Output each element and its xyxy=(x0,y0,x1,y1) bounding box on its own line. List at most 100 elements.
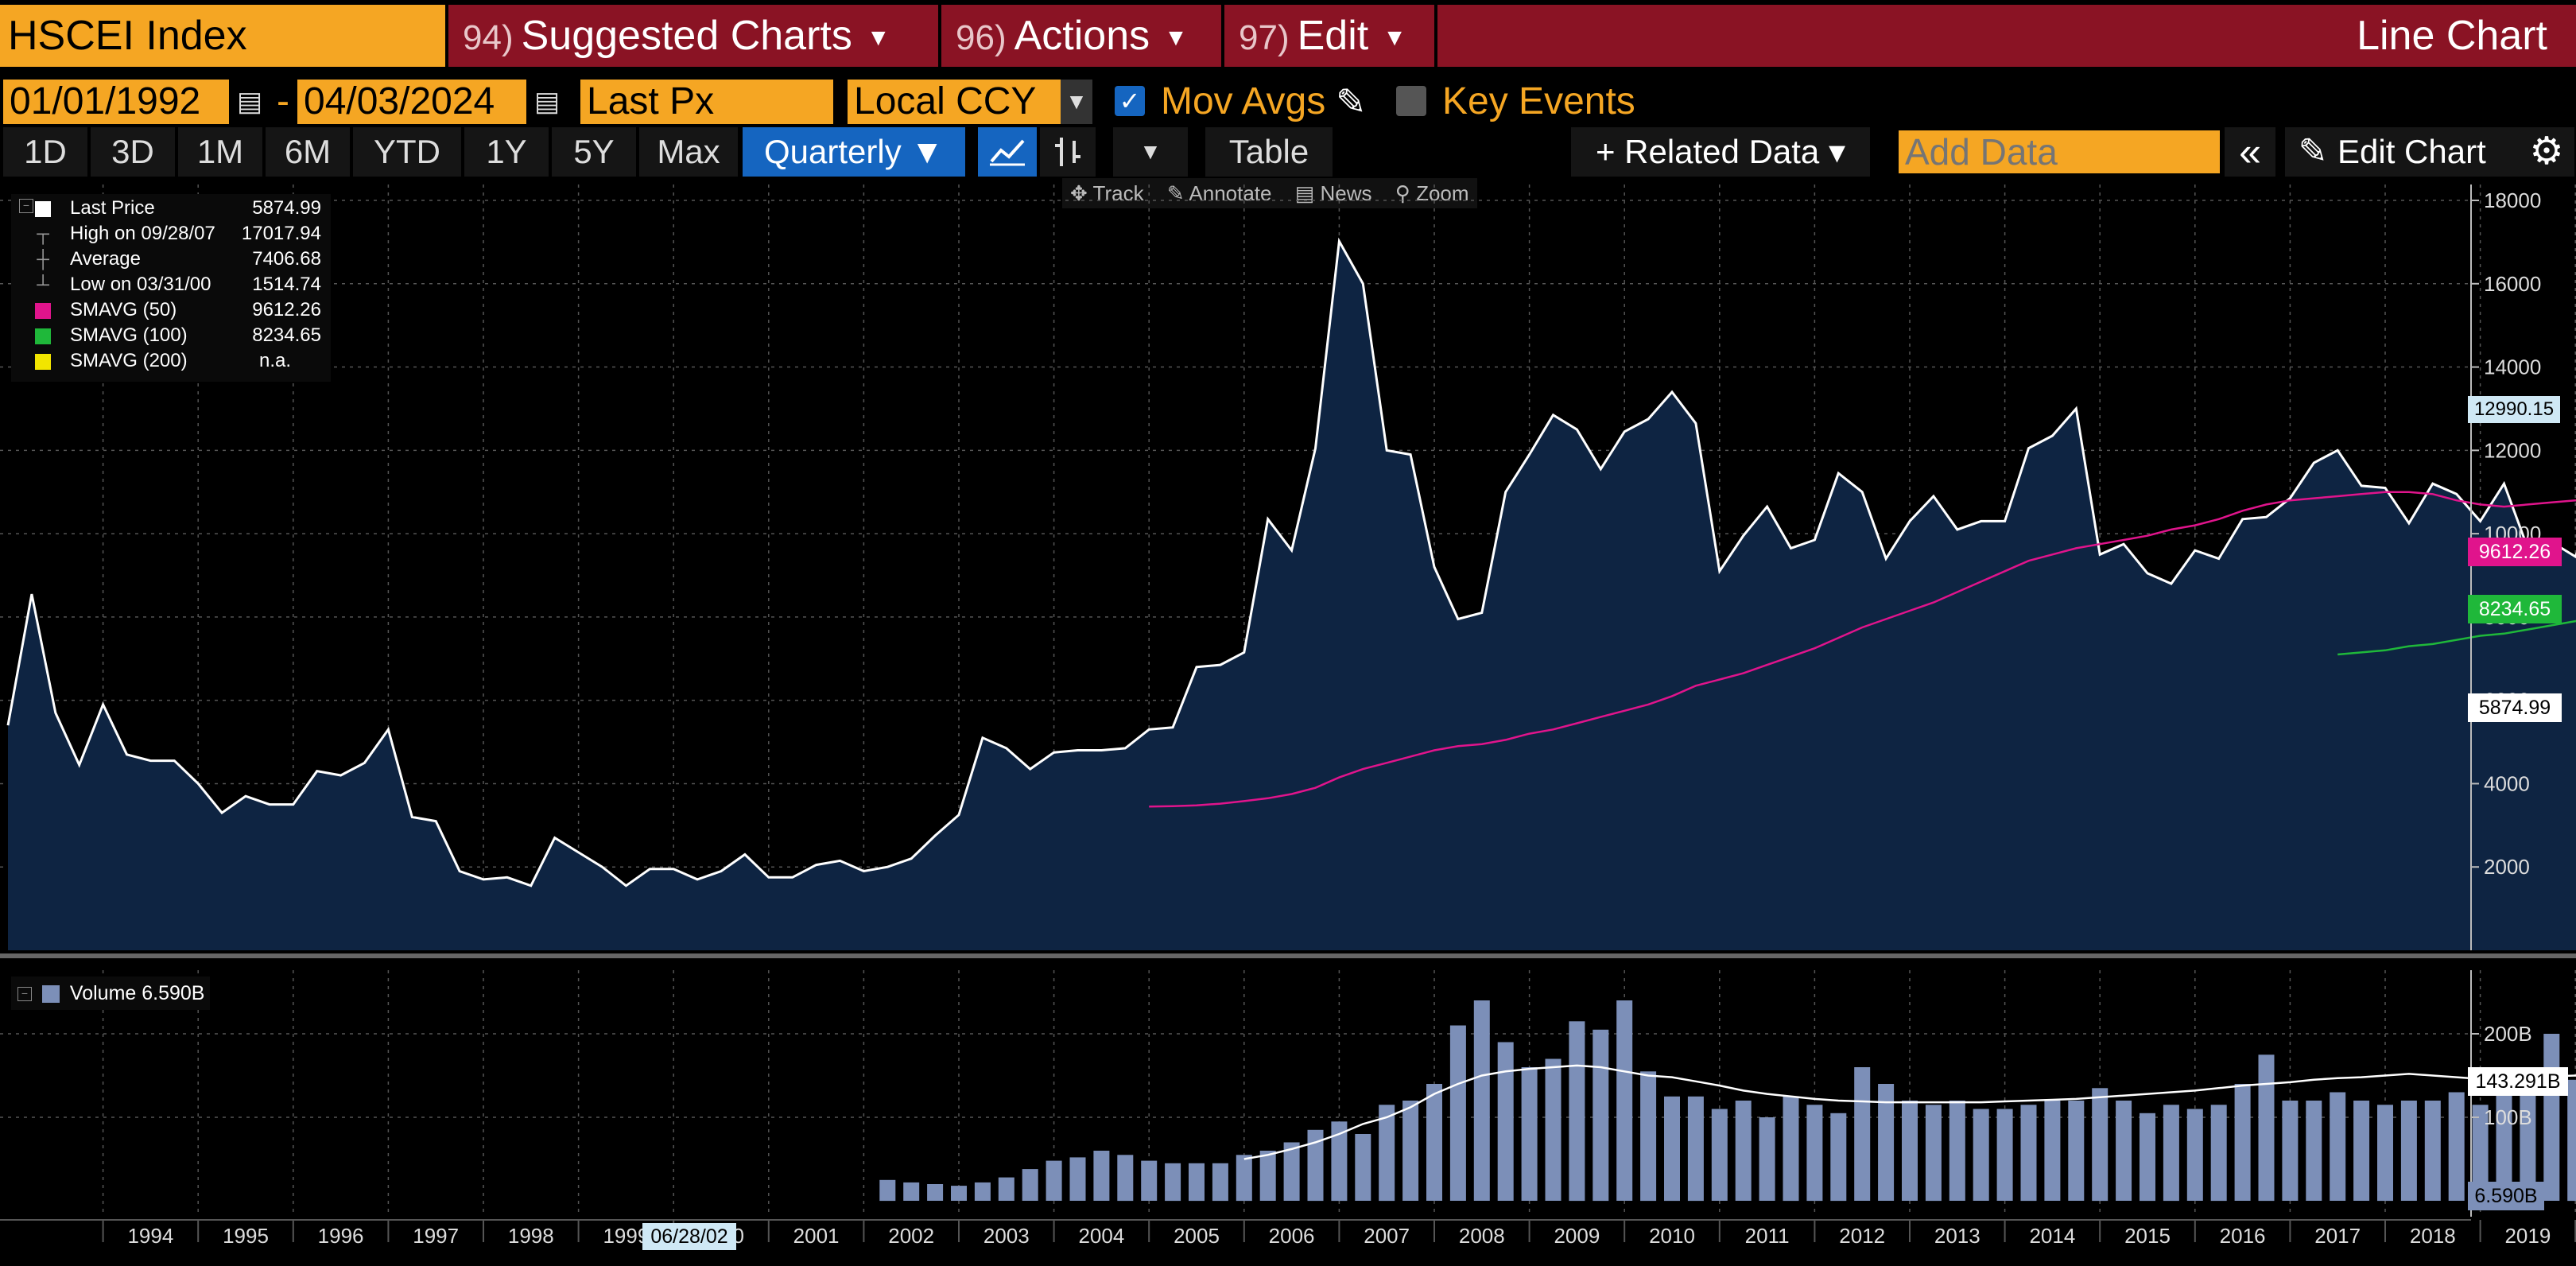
volume-bar xyxy=(2044,1101,2061,1201)
chevron-down-icon: ▼ xyxy=(1164,25,1188,52)
period-6m-button[interactable]: 6M xyxy=(266,127,350,177)
ohlc-chart-icon[interactable] xyxy=(1040,127,1096,177)
volume-bar xyxy=(1949,1101,1965,1201)
legend-label: Last Price xyxy=(70,197,155,219)
collapse-legend-icon[interactable]: − xyxy=(17,987,32,1002)
legend-row[interactable]: SMAVG (50) 9612.26 xyxy=(35,299,321,321)
related-data-button[interactable]: + Related Data ▾ xyxy=(1571,127,1870,177)
period-1y-button[interactable]: 1Y xyxy=(464,127,549,177)
volume-bar xyxy=(1854,1067,1871,1201)
field-select[interactable]: Last Px xyxy=(580,80,833,124)
volume-bar xyxy=(1640,1071,1657,1202)
volume-bar xyxy=(1117,1155,1134,1202)
volume-legend[interactable]: − Volume 6.590B xyxy=(11,977,210,1010)
add-data-input[interactable] xyxy=(1899,130,2220,173)
frequency-select[interactable]: Quarterly ▼ xyxy=(743,127,965,177)
pencil-icon[interactable]: ✎ xyxy=(2285,127,2341,177)
annotate-tool[interactable]: Annotate xyxy=(1189,181,1272,205)
x-tick-label: 2001 xyxy=(793,1224,840,1248)
high-marker-icon: ┬ xyxy=(37,223,49,243)
volume-bar xyxy=(1212,1163,1228,1202)
calendar-icon[interactable]: ▤ xyxy=(533,87,561,117)
volume-bar xyxy=(1497,1042,1514,1201)
track-tool[interactable]: Track xyxy=(1092,181,1144,205)
x-tick-label: 2015 xyxy=(2124,1224,2171,1248)
sma50-swatch xyxy=(35,302,51,319)
sma100-value-badge: 8234.65 xyxy=(2468,595,2562,623)
volume-bar xyxy=(1189,1163,1205,1202)
line-chart-icon[interactable] xyxy=(978,127,1037,177)
chart-type-label: Line Chart xyxy=(1437,5,2576,67)
price-volume-chart[interactable]: 1800016000140001200010000800060004000200… xyxy=(0,184,2576,1266)
volume-bar xyxy=(1331,1121,1348,1202)
x-tick-label: 1998 xyxy=(508,1224,554,1248)
volume-bar xyxy=(2306,1101,2322,1201)
volume-bar xyxy=(1307,1129,1324,1202)
volume-last-value-badge: 6.590B xyxy=(2468,1182,2544,1210)
volume-legend-label: Volume 6.590B xyxy=(69,982,205,1004)
volume-bar xyxy=(2520,1088,2536,1202)
start-date-input[interactable]: 01/01/1992 xyxy=(3,80,229,124)
volume-bar xyxy=(2400,1101,2417,1201)
legend-row[interactable]: ┬ High on 09/28/07 17017.94 xyxy=(35,223,321,245)
legend-value: 5874.99 xyxy=(252,197,321,219)
y-tick-label: 4000 xyxy=(2484,771,2530,795)
volume-bar xyxy=(1449,1025,1466,1201)
gear-icon[interactable]: ⚙ xyxy=(2519,127,2574,177)
mov-avgs-checkbox[interactable]: ✓ xyxy=(1115,86,1145,116)
legend-label: SMAVG (50) xyxy=(70,299,177,320)
period-5y-button[interactable]: 5Y xyxy=(552,127,636,177)
low-marker-icon: ┴ xyxy=(37,274,49,294)
price-line xyxy=(6,237,2576,887)
price-area xyxy=(8,241,2576,950)
volume-bar xyxy=(879,1179,896,1202)
legend-value: 1514.74 xyxy=(252,274,321,295)
volume-bar xyxy=(2448,1092,2465,1201)
legend-row[interactable]: ┴ Low on 03/31/00 1514.74 xyxy=(35,274,321,296)
volume-bar xyxy=(1735,1101,1752,1201)
volume-bar xyxy=(1046,1160,1062,1201)
x-tick-label: 2013 xyxy=(1934,1224,1980,1248)
table-button[interactable]: Table xyxy=(1205,127,1333,177)
period-ytd-button[interactable]: YTD xyxy=(353,127,461,177)
collapse-legend-icon[interactable]: − xyxy=(19,199,33,213)
legend-row[interactable]: SMAVG (100) 8234.65 xyxy=(35,324,321,347)
period-3d-button[interactable]: 3D xyxy=(91,127,175,177)
chevron-down-icon[interactable]: ▼ xyxy=(1113,127,1188,177)
volume-bar xyxy=(1687,1096,1704,1202)
x-tick-label: 2008 xyxy=(1459,1224,1505,1248)
edit-button[interactable]: 97) Edit ▼ xyxy=(1224,5,1434,67)
collapse-icon[interactable]: « xyxy=(2225,127,2275,177)
volume-bar xyxy=(1165,1163,1181,1202)
legend-label: Low on 03/31/00 xyxy=(70,274,211,295)
volume-bar xyxy=(1259,1151,1276,1201)
last-price-swatch xyxy=(35,200,51,217)
news-tool[interactable]: News xyxy=(1320,181,1372,205)
sma50-value-badge: 9612.26 xyxy=(2468,538,2562,566)
edit-chart-button[interactable]: Edit Chart xyxy=(2337,127,2536,177)
legend-row[interactable]: SMAVG (200) n.a. xyxy=(35,350,321,372)
legend-row[interactable]: ┼ Average 7406.68 xyxy=(35,248,321,270)
volume-bar xyxy=(2234,1084,2251,1201)
legend-row[interactable]: Last Price 5874.99 xyxy=(35,197,321,219)
pencil-icon[interactable]: ✎ xyxy=(1336,81,1367,122)
volume-bar xyxy=(903,1182,920,1201)
calendar-icon[interactable]: ▤ xyxy=(236,87,263,117)
period-1m-button[interactable]: 1M xyxy=(178,127,262,177)
volume-bars xyxy=(879,1000,2576,1202)
period-1d-button[interactable]: 1D xyxy=(3,127,87,177)
x-tick-label: 2011 xyxy=(1745,1224,1790,1248)
ticker-field[interactable]: HSCEI Index xyxy=(0,5,445,67)
x-tick-label: 2002 xyxy=(888,1224,934,1248)
volume-bar xyxy=(1902,1101,1918,1201)
suggested-charts-button[interactable]: 94) Suggested Charts ▼ xyxy=(448,5,938,67)
zoom-tool[interactable]: Zoom xyxy=(1416,181,1469,205)
end-date-input[interactable]: 04/03/2024 xyxy=(297,80,526,124)
currency-select[interactable]: Local CCY xyxy=(848,80,1088,124)
chevron-down-icon[interactable]: ▼ xyxy=(1061,80,1092,124)
key-events-checkbox[interactable] xyxy=(1396,86,1426,116)
period-max-button[interactable]: Max xyxy=(639,127,738,177)
actions-button[interactable]: 96) Actions ▼ xyxy=(941,5,1221,67)
y-tick-label: 18000 xyxy=(2484,188,2541,212)
last-price-value-badge: 5874.99 xyxy=(2468,693,2562,722)
